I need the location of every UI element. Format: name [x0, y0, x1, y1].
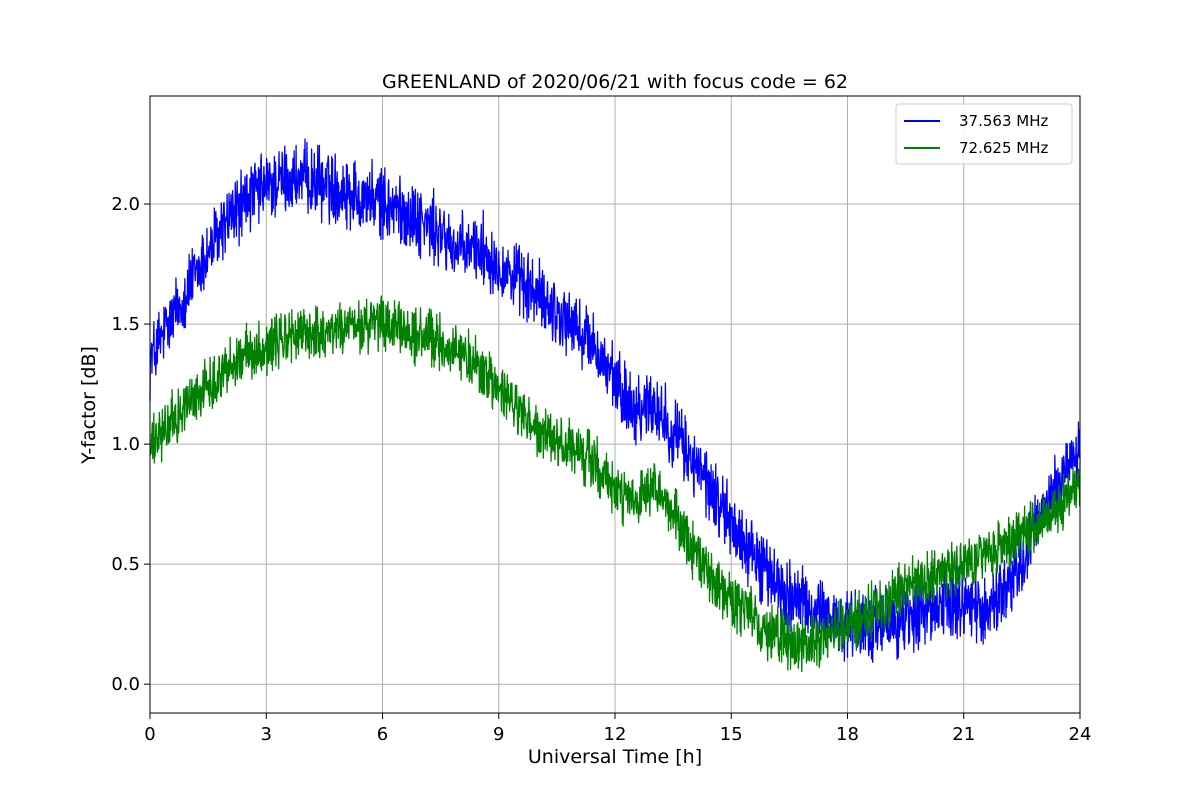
series-layer [149, 138, 1081, 673]
y-tick-label: 0.0 [111, 674, 140, 695]
x-tick-label: 0 [144, 724, 155, 745]
tick-layer: 0 3 6 9 12 15 18 21 24 0.0 0.5 1.0 1.5 2.0 [111, 194, 1091, 745]
x-tick-label: 6 [377, 724, 388, 745]
series-line-1 [149, 138, 1081, 663]
x-tick-label: 3 [261, 724, 272, 745]
y-tick-label: 1.0 [111, 434, 140, 455]
chart-title: GREENLAND of 2020/06/21 with focus code … [382, 71, 848, 93]
x-tick-label: 15 [720, 724, 743, 745]
legend: 37.563 MHz 72.625 MHz [895, 103, 1073, 165]
series-line-2 [149, 295, 1081, 673]
x-tick-label: 9 [493, 724, 504, 745]
y-tick-label: 2.0 [111, 194, 140, 215]
y-tick-label: 1.5 [111, 314, 140, 335]
legend-label: 37.563 MHz [959, 112, 1048, 130]
y-tick-label: 0.5 [111, 554, 140, 575]
x-axis-label: Universal Time [h] [528, 746, 702, 768]
x-tick-label: 24 [1069, 724, 1092, 745]
y-axis-label: Y-factor [dB] [78, 346, 100, 465]
x-tick-label: 21 [952, 724, 975, 745]
x-tick-label: 12 [604, 724, 627, 745]
x-tick-label: 18 [836, 724, 859, 745]
legend-label: 72.625 MHz [959, 139, 1048, 157]
